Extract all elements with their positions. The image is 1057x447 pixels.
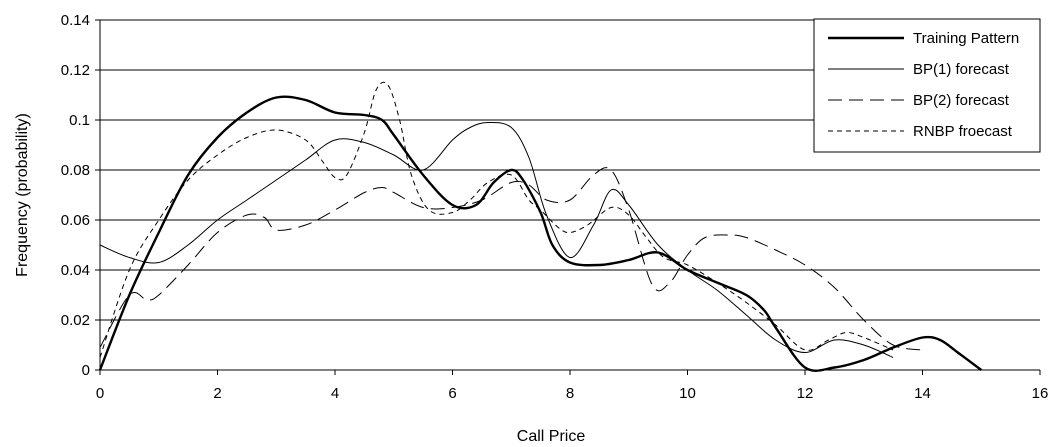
legend-box: [813, 18, 1041, 153]
y-tick-label: 0.14: [61, 12, 90, 29]
series-line-2: [99, 121, 894, 358]
axes: [95, 19, 1041, 375]
x-tick-label: 8: [566, 385, 574, 402]
y-tick-label: 0.02: [61, 312, 90, 329]
legend-label-2: BP(1) forecast: [913, 61, 1010, 78]
legend-label-3: BP(2) forecast: [913, 92, 1010, 109]
gridlines: [100, 19, 1040, 321]
legend-label-1: Training Pattern: [913, 30, 1019, 47]
x-tick-label: 14: [914, 385, 931, 402]
series-lines: [98, 81, 983, 372]
x-tick-label: 2: [213, 385, 221, 402]
y-tick-label: 0.06: [61, 212, 90, 229]
x-tick-label: 6: [448, 385, 456, 402]
series-line-3: [99, 167, 923, 351]
y-tick-label: 0: [82, 362, 90, 379]
x-tick-label: 16: [1032, 385, 1049, 402]
series-line-4: [99, 81, 894, 358]
legend-label-4: RNBP froecast: [913, 123, 1013, 140]
x-tick-label: 4: [331, 385, 339, 402]
legend: Training Pattern BP(1) forecast BP(2) fore…: [813, 18, 1041, 153]
series-line-1: [98, 95, 983, 372]
x-tick-label: 0: [96, 385, 104, 402]
x-axis-title: Call Price: [517, 428, 586, 445]
y-tick-label: 0.08: [61, 162, 90, 179]
tick-labels: 0 0.02 0.04 0.06 0.08 0.1 0.12 0.14 0 2 4 6 8 10 12 14 1…: [61, 12, 1049, 402]
x-tick-label: 10: [679, 385, 696, 402]
x-tick-label: 12: [797, 385, 814, 402]
y-tick-label: 0.04: [61, 262, 90, 279]
y-tick-label: 0.12: [61, 62, 90, 79]
y-tick-label: 0.1: [69, 112, 90, 129]
y-axis-title: Frequency (probability): [14, 113, 31, 277]
